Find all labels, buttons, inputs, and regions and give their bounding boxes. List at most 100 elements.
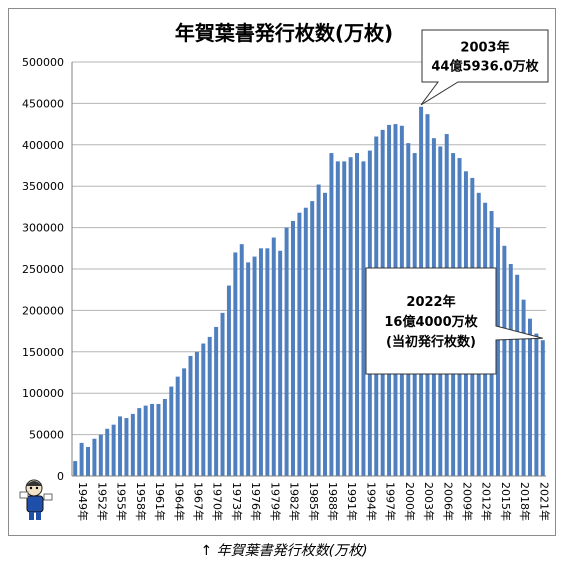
bar [355,153,360,476]
x-tick-label: 2006年 [441,482,455,521]
bar [111,424,116,476]
y-tick-label: 50000 [29,429,64,442]
x-tick-label: 1970年 [211,482,225,521]
bar [220,312,225,476]
y-tick-labels: 0 50000 100000 150000 200000 250000 300000 3500… [22,56,64,483]
bar [105,428,110,476]
chart-title: 年賀葉書発行枚数(万枚) [175,21,393,45]
bar [92,438,97,476]
bar [124,418,129,476]
x-tick-label: 2015年 [499,482,513,521]
callout-text: 2003年 [460,40,509,56]
bar [73,461,78,476]
bar [540,340,545,476]
bar [508,264,513,476]
bar [233,252,238,476]
y-tick-label: 350000 [22,180,64,193]
x-tick-label: 1979年 [268,482,282,521]
bar [239,244,244,476]
x-tick-label: 1961年 [153,482,167,521]
bar [162,398,167,476]
x-tick-label: 1973年 [230,482,244,521]
bar [175,376,180,476]
y-tick-label: 500000 [22,56,64,69]
bar [534,333,539,476]
callout-box [365,267,543,375]
bar [284,227,289,476]
y-tick-label: 200000 [22,304,64,317]
bar [214,326,219,476]
bar [528,318,532,476]
bar [156,403,161,476]
y-tick-label: 0 [57,470,64,483]
bar [98,434,103,476]
bar [521,299,526,476]
x-tick-label: 1991年 [345,482,359,521]
bar [188,355,193,476]
bar [258,248,263,476]
callout-text: (当初発行枚数) [386,334,476,350]
bar [182,368,187,476]
bar [143,405,148,476]
bar [361,161,366,477]
x-tick-label: 1949年 [76,482,90,521]
bar [323,192,327,476]
y-tick-label: 150000 [22,346,64,359]
bar [329,153,334,476]
y-tick-label: 100000 [22,387,64,400]
bar [201,343,206,476]
bar [278,250,283,476]
bar [316,184,321,476]
mascot-illustration [19,479,53,520]
bar [207,336,212,476]
bar [291,220,295,476]
bar [502,245,507,476]
gridlines [72,61,546,436]
x-tick-label: 2009年 [461,482,475,521]
bar [335,161,340,477]
x-tick-label: 2000年 [403,482,417,521]
y-tick-label: 400000 [22,139,64,152]
x-tick-label: 1964年 [172,482,186,521]
bar [271,237,276,476]
x-tick-label: 1958年 [134,482,148,521]
bar [252,256,257,476]
bar [303,207,308,476]
x-tick-label: 1952年 [95,482,109,521]
bar [137,408,142,476]
bar [265,248,270,476]
y-tick-label: 300000 [22,222,64,235]
callout-box [420,29,549,106]
x-tick-labels: 1949年 1952年 1955年 1958年 1961年 1964年 1967年 1970年… [76,482,551,521]
bar [150,403,155,476]
bar [297,212,302,477]
bar [246,262,251,476]
bar [79,442,84,476]
x-tick-label: 2018年 [518,482,532,521]
x-tick-label: 1982年 [288,482,302,521]
callout-text: 44億5936.0万枚 [431,59,539,75]
bar [169,386,174,476]
annotations: 2003年 44億5936.0万枚 2022年 16億4000万枚 (当初発行枚数) [365,29,549,375]
bar [495,227,500,476]
axes [71,62,546,477]
callout-text: 2022年 [406,294,455,310]
x-tick-label: 1955年 [115,482,129,521]
x-tick-label: 2021年 [537,482,551,521]
x-tick-label: 1976年 [249,482,263,521]
x-tick-label: 1997年 [384,482,398,521]
x-tick-label: 1985年 [307,482,321,521]
x-tick-label: 1994年 [364,482,378,521]
x-tick-label: 2003年 [422,482,436,521]
bar [226,285,231,476]
bar [86,447,90,476]
bar [194,351,199,476]
figure-caption: ↑ 年賀葉書発行枚数(万枚) [0,540,568,560]
y-tick-label: 450000 [22,97,64,110]
x-tick-label: 1988年 [326,482,340,521]
bar [310,201,315,476]
bar [342,161,347,477]
bar [515,274,520,476]
x-tick-label: 1967年 [192,482,206,521]
